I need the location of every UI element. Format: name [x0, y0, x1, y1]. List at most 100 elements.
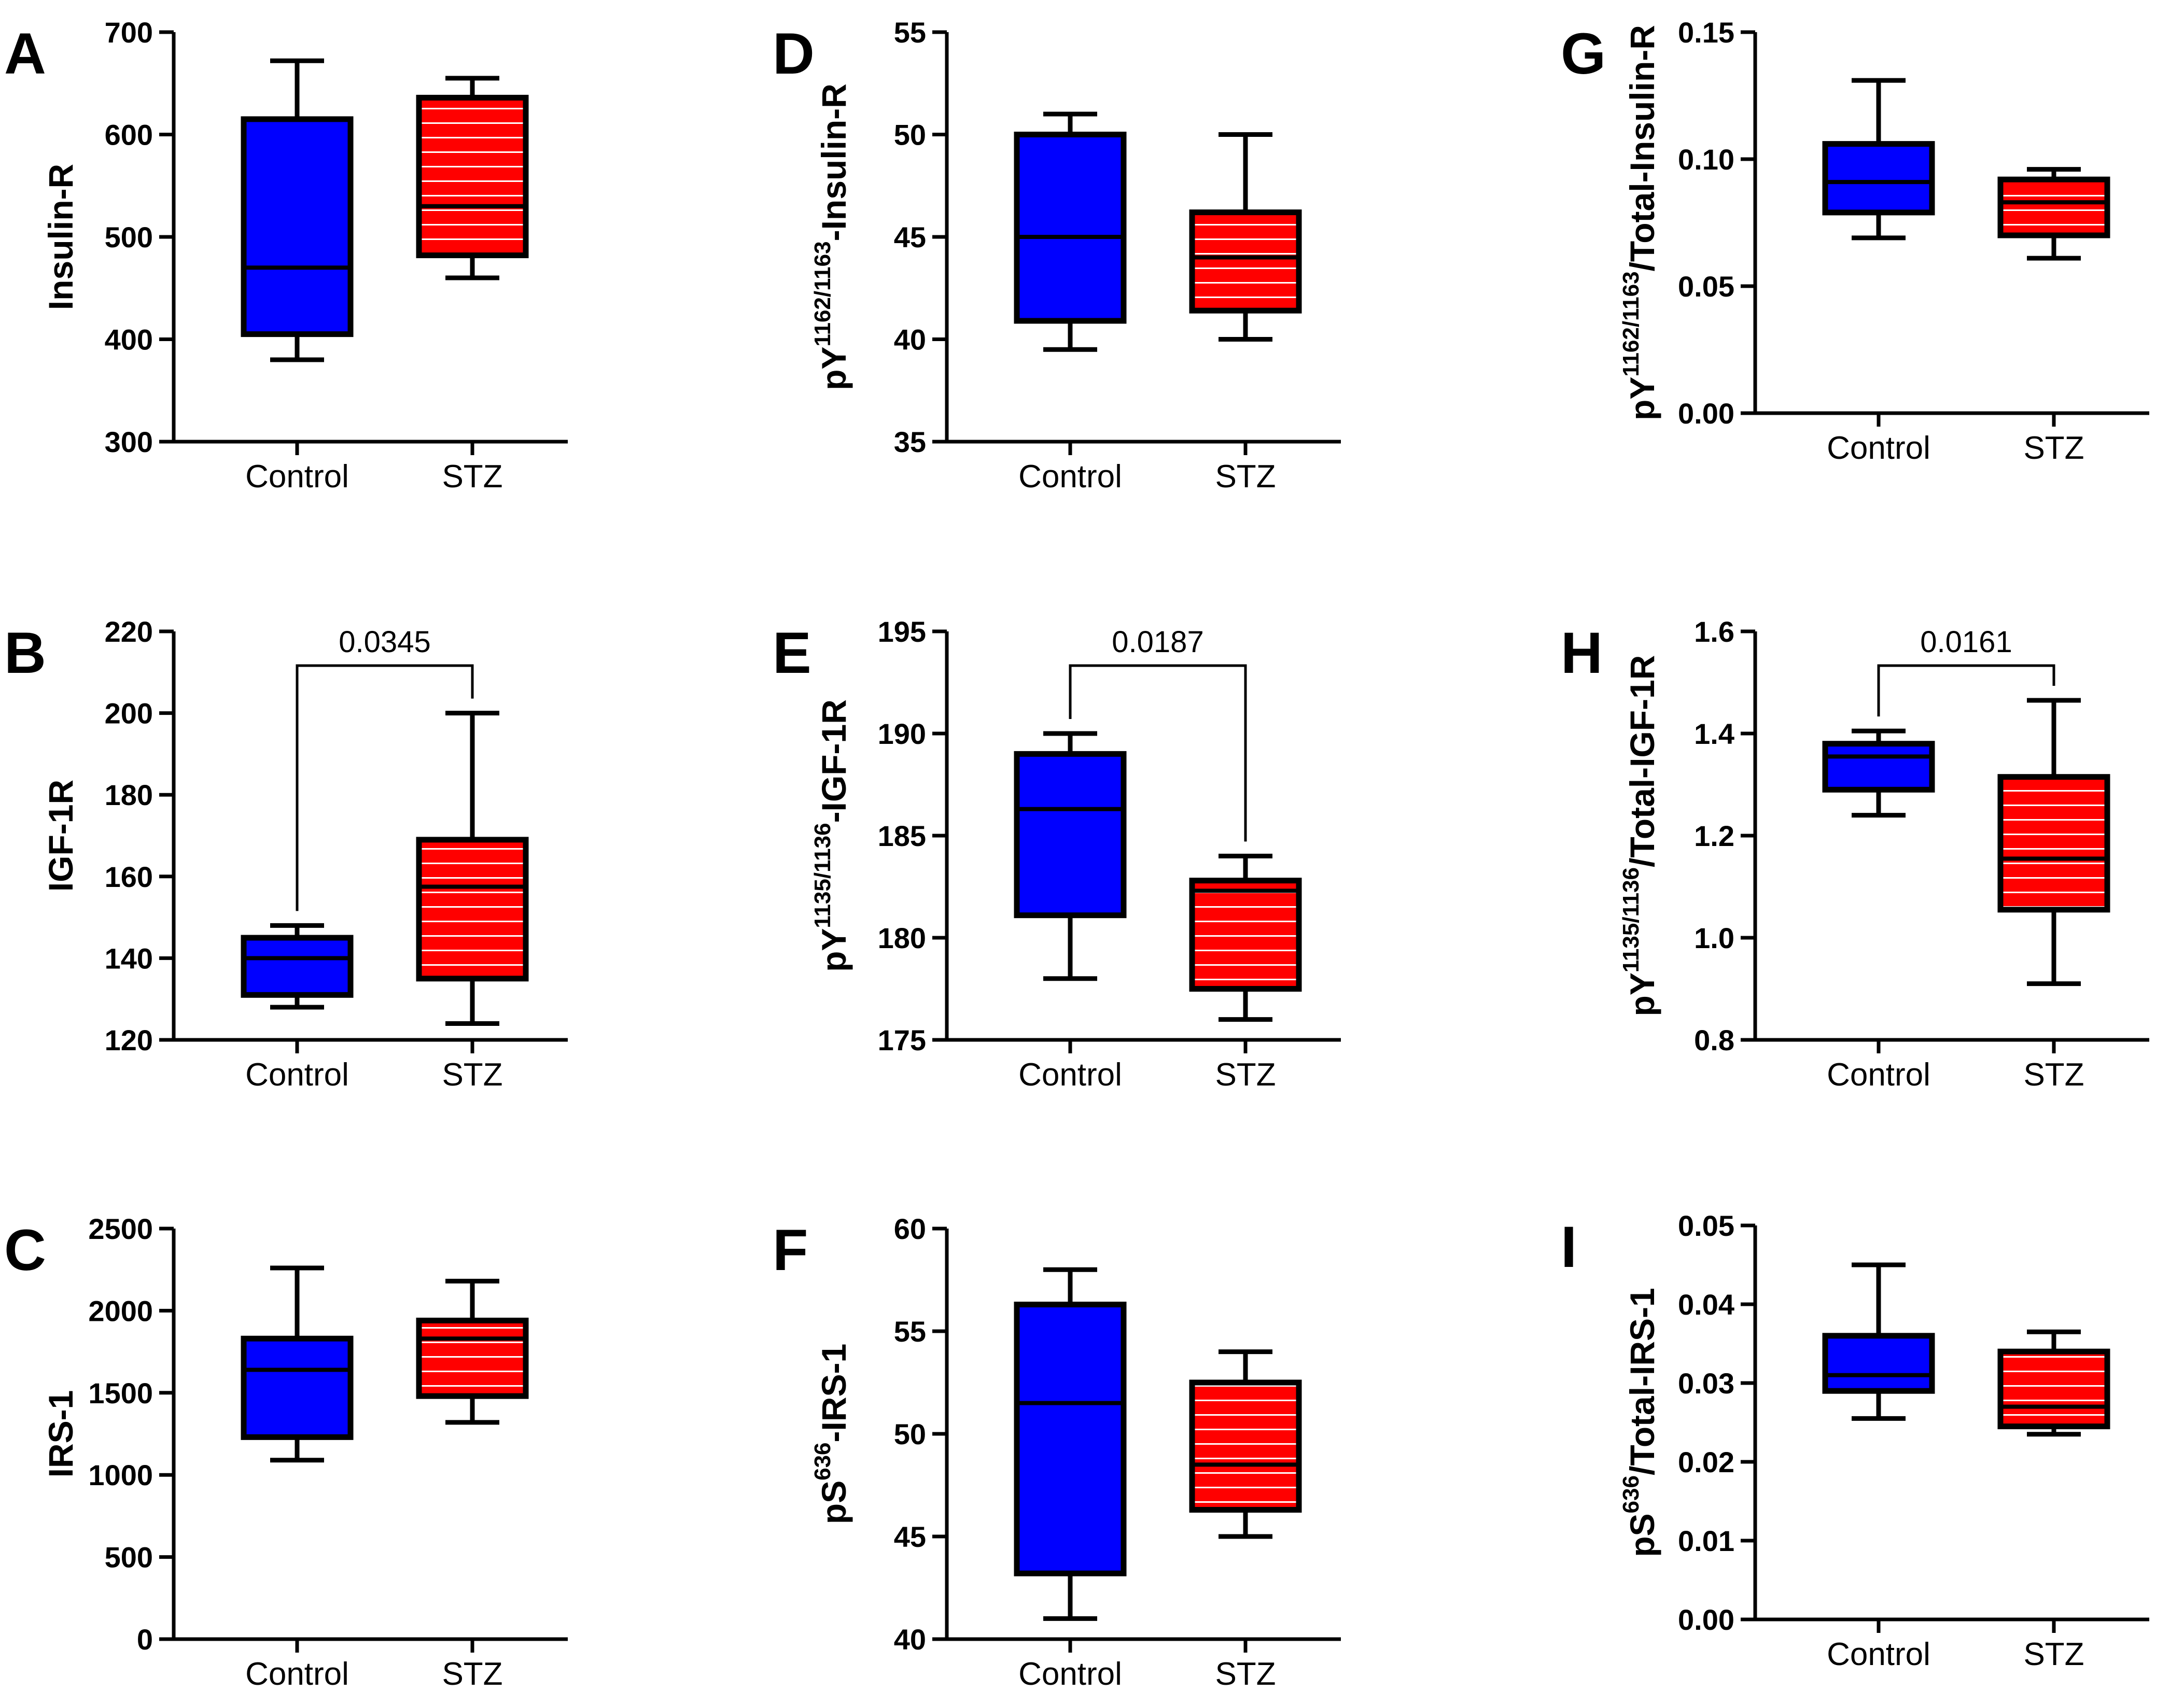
panel-letter-a: A — [4, 21, 46, 86]
iqr-box — [1189, 209, 1302, 314]
y-axis-label-part: pS — [815, 1481, 853, 1524]
box-stz — [1189, 1349, 1302, 1539]
y-tick-label: 1000 — [88, 1459, 153, 1491]
category-label-control: Control — [245, 1656, 349, 1692]
y-axis-label-part: pY — [1623, 377, 1661, 420]
iqr-box — [1189, 1379, 1302, 1513]
y-tick-label: 180 — [878, 922, 926, 954]
category-label-stz: STZ — [2023, 1637, 2084, 1672]
iqr-box — [1014, 132, 1127, 324]
y-axis-label-superscript: 636 — [810, 1442, 835, 1480]
box-stz — [416, 1278, 529, 1425]
y-axis-label-part: -IRS-1 — [815, 1344, 853, 1443]
y-tick-label: 0.00 — [1678, 1603, 1734, 1636]
category-label-control: Control — [1018, 459, 1122, 495]
y-tick-label: 500 — [105, 1541, 153, 1574]
box-stz — [416, 76, 529, 280]
y-tick-label: 0.05 — [1678, 1209, 1734, 1242]
y-tick-label: 0.15 — [1678, 16, 1734, 49]
box-stz — [1997, 698, 2110, 986]
panel-letter-g: G — [1561, 21, 1606, 86]
y-axis-label-part: -Insulin-R — [815, 83, 853, 241]
y-tick-label: 500 — [105, 221, 153, 253]
panel-letter-f: F — [773, 1218, 808, 1282]
category-label-control: Control — [1827, 1057, 1930, 1093]
significance-bracket: 0.0161 — [1877, 625, 2055, 717]
y-tick-label: 175 — [878, 1024, 926, 1056]
y-tick-label: 140 — [105, 942, 153, 975]
box-control — [1822, 1262, 1935, 1421]
box-control — [1822, 728, 1935, 818]
panel-h: H 0.8 1.0 1.2 1.4 1.6 Control STZ pY1135/1136/To… — [1561, 615, 2149, 1093]
y-tick-label: 45 — [894, 221, 926, 253]
y-tick-label: 0.01 — [1678, 1525, 1734, 1557]
category-label-stz: STZ — [1215, 1656, 1276, 1692]
iqr-box — [1997, 774, 2110, 913]
bracket-line — [1877, 664, 2055, 717]
category-label-stz: STZ — [442, 1057, 502, 1093]
iqr-box — [1189, 878, 1302, 992]
panel-letter-i: I — [1561, 1215, 1577, 1279]
iqr-box — [241, 935, 354, 998]
y-tick-label: 1.4 — [1694, 717, 1734, 750]
y-axis-label: pY1162/1163-Insulin-R — [810, 83, 853, 390]
panel-c: C 0 500 1000 1500 2000 2500 Control STZ IRS-1 — [4, 1212, 568, 1692]
y-tick-label: 1.2 — [1694, 820, 1734, 852]
y-tick-label: 700 — [105, 16, 153, 49]
box-control — [241, 1265, 354, 1463]
panel-b: B 120 140 160 180 200 220 Control STZ IGF-1R 0.034… — [4, 615, 568, 1093]
y-tick-label: 40 — [894, 323, 926, 356]
y-axis-label-part: /Total-IRS-1 — [1623, 1288, 1661, 1475]
y-tick-label: 0.00 — [1678, 397, 1734, 430]
y-axis-label-part: IGF-1R — [41, 780, 80, 892]
y-tick-label: 190 — [878, 717, 926, 750]
panel-f: F 40 45 50 55 60 Control STZ pS636-IRS-1 — [773, 1212, 1341, 1692]
y-tick-label: 0.8 — [1694, 1024, 1734, 1056]
panel-letter-b: B — [4, 621, 46, 685]
y-axis-label-superscript: 1135/1136 — [1618, 867, 1644, 972]
box-stz — [1189, 853, 1302, 1022]
bracket-line — [296, 664, 474, 911]
y-tick-label: 0 — [137, 1623, 153, 1656]
category-label-stz: STZ — [1215, 1057, 1276, 1093]
iqr-box — [1014, 1302, 1127, 1576]
iqr-box — [416, 1317, 529, 1399]
y-tick-label: 180 — [105, 779, 153, 811]
box-stz — [1189, 132, 1302, 342]
y-tick-label: 60 — [894, 1212, 926, 1245]
iqr-box — [1997, 1348, 2110, 1430]
iqr-box — [1822, 141, 1935, 216]
y-tick-label: 50 — [894, 119, 926, 151]
y-axis-label-superscript: 636 — [1618, 1475, 1644, 1513]
y-axis-label-part: pS — [1623, 1513, 1661, 1557]
box-control — [241, 58, 354, 362]
y-tick-label: 0.02 — [1678, 1446, 1734, 1478]
y-axis-label-part: IRS-1 — [41, 1390, 80, 1478]
y-axis-label-part: pY — [1623, 972, 1661, 1016]
y-axis-label: Insulin-R — [41, 164, 80, 310]
y-axis-label-part: /Total-IGF-1R — [1623, 655, 1661, 867]
y-tick-label: 160 — [105, 861, 153, 893]
category-label-stz: STZ — [442, 459, 502, 495]
y-tick-label: 50 — [894, 1418, 926, 1450]
category-label-control: Control — [245, 1057, 349, 1093]
box-control — [1822, 78, 1935, 241]
y-tick-label: 0.10 — [1678, 143, 1734, 176]
y-axis-label-superscript: 1162/1163 — [810, 241, 835, 346]
panel-d: D 35 40 45 50 55 Control STZ pY1162/1163-Insulin… — [773, 16, 1341, 495]
significance-bracket: 0.0345 — [296, 625, 474, 911]
significance-bracket: 0.0187 — [1069, 625, 1247, 842]
y-tick-label: 0.05 — [1678, 270, 1734, 303]
y-axis-label: IGF-1R — [41, 780, 80, 892]
panel-letter-d: D — [773, 21, 815, 86]
y-axis-label-part: pY — [815, 347, 853, 390]
y-tick-label: 1.0 — [1694, 922, 1734, 954]
y-tick-label: 195 — [878, 615, 926, 648]
iqr-box — [1822, 1333, 1935, 1394]
y-tick-label: 185 — [878, 820, 926, 852]
panel-g: G 0.00 0.05 0.10 0.15 Control STZ pY1162/1163/T… — [1561, 16, 2149, 466]
category-label-stz: STZ — [2023, 1057, 2084, 1093]
y-axis-label-superscript: 1162/1163 — [1618, 271, 1644, 376]
y-axis-label: pY1162/1163/Total-Insulin-R — [1618, 25, 1661, 420]
y-axis-label: pS636/Total-IRS-1 — [1618, 1288, 1661, 1557]
